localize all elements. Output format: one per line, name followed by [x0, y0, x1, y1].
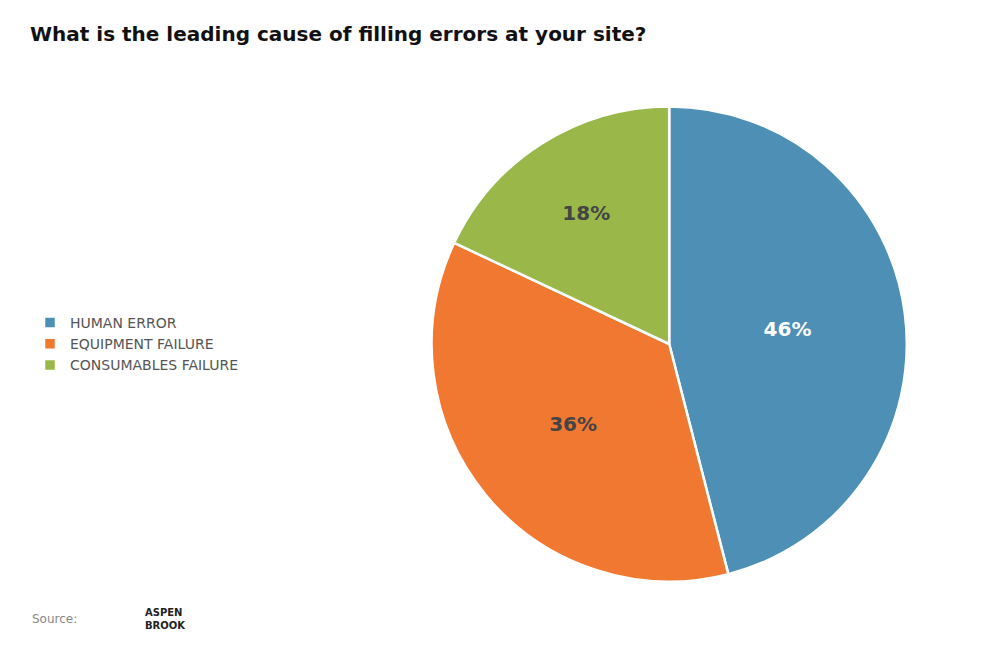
svg-text:EQUIPMENT FAILURE: EQUIPMENT FAILURE	[70, 336, 213, 352]
svg-text:Source:: Source:	[32, 612, 77, 626]
svg-text:46%: 46%	[764, 317, 812, 341]
svg-text:HUMAN ERROR: HUMAN ERROR	[70, 315, 177, 331]
svg-text:What is the leading cause of f: What is the leading cause of filling err…	[30, 22, 646, 46]
svg-text:CONSUMABLES FAILURE: CONSUMABLES FAILURE	[70, 357, 238, 373]
svg-text:ASPENBROOK: ASPENBROOK	[145, 607, 186, 631]
svg-text:36%: 36%	[549, 412, 597, 436]
svg-text:18%: 18%	[562, 201, 610, 225]
